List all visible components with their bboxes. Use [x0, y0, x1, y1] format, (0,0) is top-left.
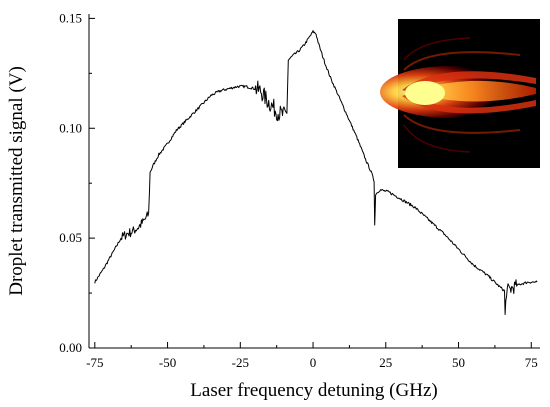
- x-axis-ticks: -75 -50 -25 0 25 50 75: [86, 342, 538, 370]
- y-tick-label: 0.15: [59, 10, 82, 25]
- y-axis-ticks: 0.00 0.05 0.10 0.15: [59, 10, 95, 355]
- y-tick-label: 0.05: [59, 230, 82, 245]
- x-tick-label: 50: [452, 355, 465, 370]
- x-tick-label: 25: [379, 355, 392, 370]
- x-tick-label: 0: [310, 355, 317, 370]
- x-axis-title: Laser frequency detuning (GHz): [190, 380, 437, 401]
- y-tick-label: 0.00: [59, 340, 82, 355]
- y-tick-label: 0.10: [59, 120, 82, 135]
- y-axis-title: Droplet transmitted signal (V): [6, 66, 27, 296]
- x-tick-label: -75: [86, 355, 103, 370]
- inset-thermal-image: [380, 19, 540, 168]
- x-tick-label: -50: [159, 355, 176, 370]
- series-line: [94, 30, 538, 315]
- x-tick-label: 75: [525, 355, 538, 370]
- x-tick-label: -25: [232, 355, 249, 370]
